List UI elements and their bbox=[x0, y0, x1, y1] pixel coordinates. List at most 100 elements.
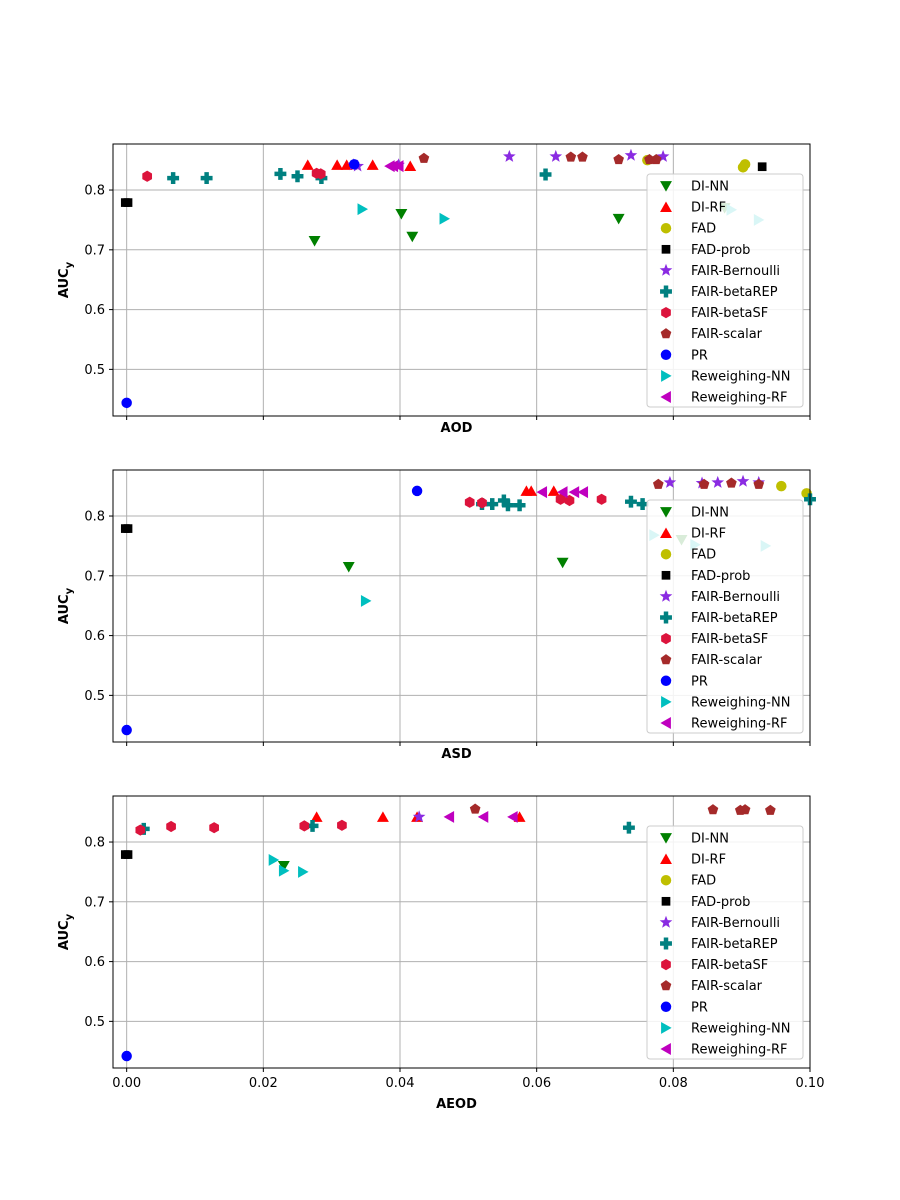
data-point-di-rf bbox=[525, 485, 538, 496]
legend-label-pr: PR bbox=[691, 348, 708, 363]
data-point-reweighing-rf bbox=[393, 160, 404, 173]
legend-label-reweighing-nn: Reweighing-NN bbox=[691, 695, 790, 710]
series-fair-bernoulli bbox=[412, 810, 426, 823]
y-axis-label: AUCy bbox=[57, 587, 75, 624]
data-point-fair-betasf bbox=[555, 493, 566, 505]
data-point-fair-betasf bbox=[135, 824, 146, 836]
data-point-fad bbox=[776, 480, 787, 492]
data-point-fair-bernoulli bbox=[656, 149, 670, 162]
legend-label-fair-betasf: FAIR-betaSF bbox=[691, 306, 768, 321]
data-point-fair-betasf bbox=[337, 819, 347, 831]
data-point-pr bbox=[121, 397, 132, 409]
legend-marker-fair-scalar bbox=[660, 654, 672, 665]
legend-label-fad-prob: FAD-prob bbox=[691, 243, 750, 258]
data-point-fair-betarep bbox=[625, 495, 637, 508]
data-point-fair-betarep bbox=[486, 498, 499, 511]
data-point-reweighing-rf bbox=[568, 486, 580, 499]
legend-label-fair-bernoulli: FAIR-Bernoulli bbox=[691, 590, 780, 605]
x-tick-label: 0.08 bbox=[659, 1076, 688, 1091]
subplot-2: 0.5 0.6 0.7 0.8 ASD AUCy DI-NN DI-RF FAD FAD-prob… bbox=[57, 469, 816, 762]
data-point-fair-bernoulli bbox=[663, 475, 677, 488]
series-di-rf bbox=[301, 159, 417, 172]
legend-marker-reweighing-nn bbox=[661, 695, 672, 708]
legend-label-reweighing-nn: Reweighing-NN bbox=[691, 369, 790, 384]
data-point-reweighing-rf bbox=[557, 486, 568, 499]
data-point-fair-betasf bbox=[166, 820, 176, 833]
data-point-fair-bernoulli bbox=[503, 149, 516, 162]
data-point-fair-scalar bbox=[652, 478, 664, 489]
data-point-fair-bernoulli bbox=[624, 148, 638, 161]
axes-frame bbox=[112, 795, 811, 1069]
data-point-fair-betarep bbox=[622, 821, 635, 834]
series-di-nn bbox=[342, 535, 688, 573]
series-fair-betarep bbox=[167, 167, 552, 185]
legend-label-reweighing-rf: Reweighing-RF bbox=[691, 717, 787, 732]
y-tick-label: 0.6 bbox=[84, 303, 105, 318]
series-di-nn bbox=[277, 861, 290, 872]
data-point-di-rf bbox=[331, 159, 344, 170]
data-point-reweighing-nn bbox=[278, 864, 290, 877]
legend-marker-fair-bernoulli bbox=[659, 915, 673, 928]
data-point-fad-prob bbox=[123, 524, 133, 533]
data-point-fair-betasf bbox=[299, 820, 310, 832]
data-point-fair-betarep bbox=[497, 494, 510, 507]
legend-label-di-rf: DI-RF bbox=[691, 853, 726, 868]
data-point-fair-betarep bbox=[200, 172, 213, 185]
legend-marker-fair-bernoulli bbox=[659, 589, 673, 602]
legend-marker-fair-betarep bbox=[660, 285, 672, 298]
data-point-fair-scalar bbox=[613, 153, 624, 165]
legend-label-fair-betasf: FAIR-betaSF bbox=[691, 632, 768, 647]
data-point-di-nn bbox=[395, 209, 408, 220]
data-point-fair-betarep bbox=[539, 168, 552, 181]
legend-marker-fair-betasf bbox=[661, 633, 671, 645]
data-point-di-rf bbox=[340, 159, 353, 170]
data-point-reweighing-rf bbox=[387, 160, 399, 173]
legend-marker-fair-betarep bbox=[660, 937, 672, 950]
data-point-reweighing-rf bbox=[536, 486, 548, 499]
data-point-reweighing-nn bbox=[360, 594, 372, 607]
legend-marker-di-nn bbox=[660, 507, 672, 518]
data-point-reweighing-nn bbox=[298, 865, 309, 878]
legend-label-reweighing-rf: Reweighing-RF bbox=[691, 391, 787, 406]
y-tick-label: 0.7 bbox=[84, 569, 105, 584]
data-point-fair-bernoulli bbox=[736, 474, 750, 487]
data-point-di-rf bbox=[376, 811, 389, 822]
x-tick-label: 0.00 bbox=[112, 1076, 141, 1091]
legend-marker-pr bbox=[660, 349, 672, 361]
data-point-di-nn bbox=[612, 213, 625, 225]
y-tick-label: 0.5 bbox=[84, 363, 105, 378]
data-point-fair-scalar bbox=[753, 478, 765, 489]
data-point-pr bbox=[348, 159, 360, 170]
legend-label-reweighing-nn: Reweighing-NN bbox=[691, 1021, 790, 1036]
y-tick-label: 0.6 bbox=[84, 955, 105, 970]
legend-label-di-rf: DI-RF bbox=[691, 527, 726, 542]
legend-label-fad-prob: FAD-prob bbox=[691, 895, 750, 910]
series-fad bbox=[776, 480, 812, 499]
y-tick-label: 0.8 bbox=[84, 184, 105, 199]
y-axis-label: AUCy bbox=[57, 913, 75, 950]
data-point-fair-betarep bbox=[636, 498, 649, 511]
x-tick-label: 0.10 bbox=[796, 1076, 825, 1091]
series-fair-betasf bbox=[135, 819, 347, 836]
data-point-reweighing-rf bbox=[477, 810, 489, 823]
data-point-di-nn bbox=[342, 561, 355, 573]
data-point-reweighing-rf bbox=[507, 810, 518, 823]
legend-marker-fad-prob bbox=[661, 244, 671, 254]
data-point-fair-scalar bbox=[726, 477, 737, 488]
legend-marker-fair-scalar bbox=[660, 980, 672, 991]
legend-label-fair-bernoulli: FAIR-Bernoulli bbox=[691, 916, 780, 931]
data-point-pr bbox=[411, 485, 423, 497]
legend: DI-NN DI-RF FAD FAD-prob FAIR-Bernoulli FAIR-… bbox=[646, 825, 804, 1060]
series-reweighing-rf bbox=[536, 486, 589, 499]
axes-frame bbox=[112, 469, 811, 743]
legend-marker-pr bbox=[660, 1001, 672, 1013]
data-point-reweighing-rf bbox=[443, 810, 455, 823]
series-reweighing-rf bbox=[384, 160, 404, 173]
data-point-fair-betarep bbox=[291, 170, 304, 183]
legend-marker-fair-betasf bbox=[661, 959, 671, 971]
data-point-fair-betasf bbox=[142, 170, 153, 182]
legend-label-fad: FAD bbox=[691, 874, 716, 889]
data-point-fair-scalar bbox=[577, 151, 588, 162]
legend-label-fair-betasf: FAIR-betaSF bbox=[691, 958, 768, 973]
